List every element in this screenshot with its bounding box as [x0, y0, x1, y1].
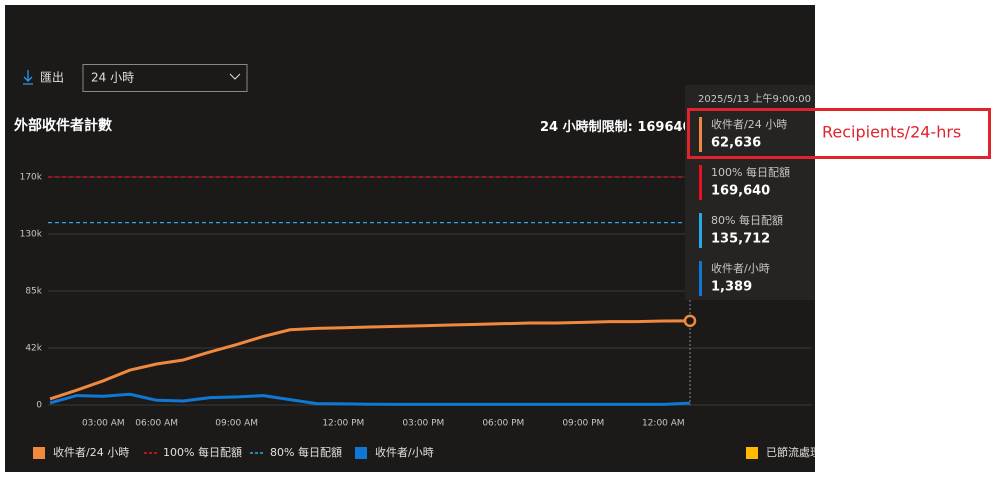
- tooltip-value: 169,640: [711, 184, 770, 199]
- legend-label: 收件者/24 小時: [53, 445, 129, 459]
- legend-swatch: [33, 447, 45, 459]
- tooltip-value: 62,636: [711, 136, 761, 151]
- tooltip-label: 80% 每日配額: [711, 213, 783, 227]
- tooltip-header: 2025/5/13 上午9:00:00: [698, 92, 811, 105]
- x-tick-label: 12:00 AM: [642, 419, 685, 429]
- limit-label: 24 小時制限制:: [540, 119, 637, 135]
- legend-label: 已節流處理: [766, 445, 821, 459]
- x-tick-label: 06:00 PM: [482, 419, 524, 429]
- legend-swatch: [746, 447, 758, 459]
- legend-label: 100% 每日配額: [163, 445, 242, 459]
- x-tick-label: 03:00 AM: [82, 419, 125, 429]
- series-line: [49, 319, 691, 401]
- range-select[interactable]: 24 小時: [82, 64, 248, 92]
- chevron: [229, 73, 241, 80]
- tooltip-label: 收件者/小時: [711, 261, 770, 275]
- legend-label: 收件者/小時: [375, 445, 434, 459]
- limit-value: 169640: [637, 120, 691, 135]
- y-tick-label: 42k: [25, 344, 42, 354]
- annotation: Recipients/24-hrs: [822, 123, 961, 142]
- x-tick-label: 06:00 AM: [135, 419, 178, 429]
- series-line: [49, 392, 691, 406]
- select-value: 24 小時: [91, 71, 134, 85]
- x-tick-label: 03:00 PM: [402, 419, 444, 429]
- chart-title: 外部收件者計數: [14, 117, 112, 134]
- y-tick-label: 85k: [25, 287, 42, 297]
- tooltip-swatch: [699, 117, 702, 152]
- tooltip-swatch: [699, 165, 702, 200]
- tooltip: [685, 85, 815, 300]
- x-tick-label: 09:00 PM: [562, 419, 604, 429]
- tooltip-swatch: [699, 213, 702, 248]
- y-tick-label: 170k: [20, 173, 43, 183]
- limit-text: 24 小時制限制: 169640: [540, 119, 692, 135]
- y-tick-label: 0: [36, 401, 42, 411]
- chart-area: 匯出 24 小時 外部收件者計數 24 小時制限制: 169640 0 42k 85…: [14, 64, 821, 459]
- download-icon: [23, 70, 33, 85]
- tooltip-label: 100% 每日配額: [711, 165, 790, 179]
- export-button[interactable]: 匯出: [23, 70, 64, 85]
- legend-label: 80% 每日配額: [270, 445, 342, 459]
- tooltip-value: 135,712: [711, 232, 770, 247]
- tooltip-swatch: [699, 261, 702, 296]
- export-label: 匯出: [40, 71, 64, 85]
- y-tick-label: 130k: [20, 230, 43, 240]
- annotation-box: [687, 108, 991, 159]
- tooltip-label: 收件者/24 小時: [711, 117, 787, 131]
- tooltip-value: 1,389: [711, 280, 752, 295]
- legend-swatch: [355, 447, 367, 459]
- select-box: [82, 64, 248, 92]
- hover-marker: [683, 314, 697, 328]
- x-tick-label: 09:00 AM: [215, 419, 258, 429]
- x-tick-label: 12:00 PM: [322, 419, 364, 429]
